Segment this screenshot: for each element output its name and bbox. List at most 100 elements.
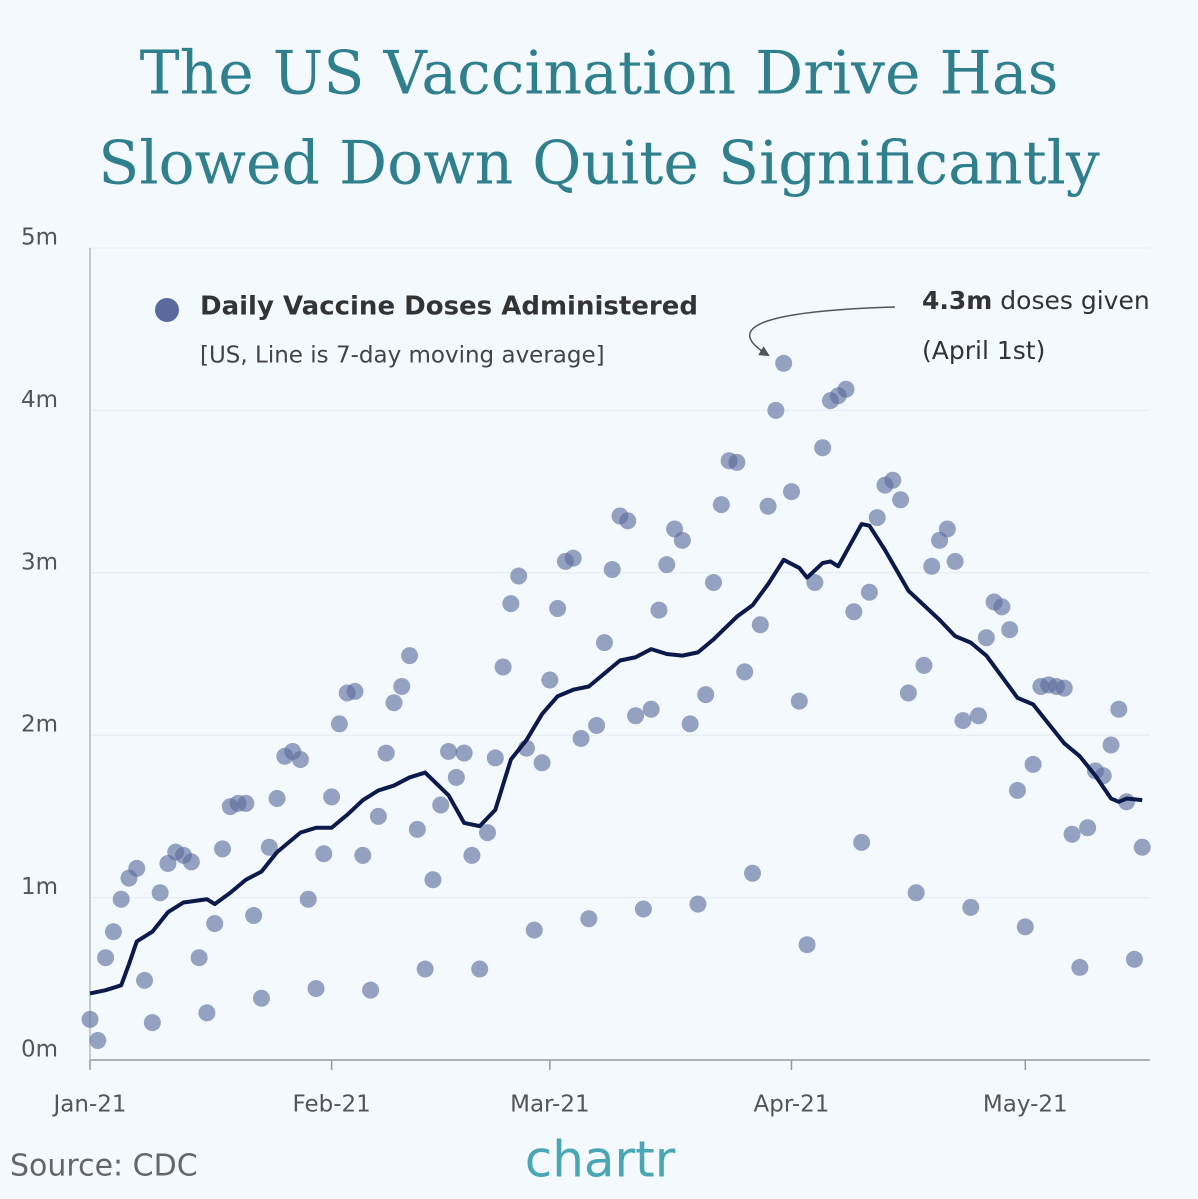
dot [907,884,925,902]
dot [401,647,419,665]
dot [291,751,309,769]
dot [767,401,785,419]
dot [775,354,793,372]
dot [252,989,270,1007]
dot [424,871,442,889]
dot [705,574,723,592]
x-tick-label: Apr-21 [754,1092,830,1118]
dot [1063,825,1081,843]
dot [525,921,543,939]
dot [1009,781,1026,799]
dot [1055,679,1073,697]
dot [845,603,863,621]
dot [806,574,824,592]
dot [751,616,769,634]
dot [938,520,956,538]
dot [315,845,333,863]
dot [915,656,933,674]
dot [330,715,348,733]
dot [1110,700,1128,718]
dot [307,980,325,998]
dot [814,439,832,457]
dot [440,742,458,760]
dot [603,561,621,579]
dot [104,923,122,941]
y-tick-label: 1m [21,874,58,900]
dot [471,960,489,978]
dot [744,864,761,882]
dot [136,971,154,989]
dot [486,749,504,767]
x-tick-label: Jan-21 [51,1092,126,1118]
dot [237,794,255,812]
dot [1125,950,1143,968]
x-tick-label: May-21 [983,1092,1068,1118]
dot [81,1010,99,1028]
dot [362,981,380,999]
y-tick-label: 3m [21,549,58,575]
dot [868,509,886,527]
dot [1102,736,1120,754]
annotation: 4.3m doses given [922,286,1150,315]
dot [89,1032,107,1050]
dot [112,890,130,908]
dot [580,910,598,928]
dot [728,453,746,471]
dot [962,898,980,916]
chart-title: The US Vaccination Drive Has [140,39,1059,109]
source: Source: CDC [10,1149,198,1184]
dot [923,557,941,575]
legend-marker [155,298,179,322]
dot [455,744,473,762]
dot [1071,958,1089,976]
y-tick-label: 0m [21,1037,58,1063]
dot [1079,819,1097,837]
dot [268,790,286,808]
dot [346,682,364,700]
dot [198,1004,216,1022]
dot [588,716,606,734]
subtitle: [US, Line is 7-day moving average] [200,343,605,369]
dot [128,859,146,877]
y-tick-label: 4m [21,387,58,413]
x-tick-label: Mar-21 [510,1092,590,1118]
dot [1133,838,1151,856]
dot [884,471,902,489]
dot [946,552,964,570]
chart-title: Slowed Down Quite Significantly [98,129,1100,199]
dot [151,884,169,902]
dot [634,900,652,918]
dot [860,583,878,601]
dot [182,853,200,871]
annotation-value: 4.3m [922,286,992,315]
dot [447,768,465,786]
annotation-date: (April 1st) [922,336,1045,365]
dot [502,595,520,613]
dot [689,895,707,913]
x-tick-label: Feb-21 [292,1092,370,1118]
dot [260,838,278,856]
dot [1024,755,1042,773]
dot [377,744,395,762]
dot [1016,918,1034,936]
dot [510,567,528,585]
dot [190,949,208,967]
dot [736,663,754,681]
dot [245,906,263,924]
brand: chartr [525,1131,676,1189]
dot [541,671,559,689]
dot [619,512,637,530]
dot [790,692,808,710]
dot [214,840,231,858]
dot [408,820,426,838]
dot [970,707,988,725]
moving-average-line [89,522,1143,996]
y-tick-label: 5m [21,225,58,251]
dot [782,483,800,501]
dot [642,700,660,718]
dot [712,496,730,514]
dot [143,1014,161,1032]
dot [673,531,691,549]
dot [97,949,115,967]
